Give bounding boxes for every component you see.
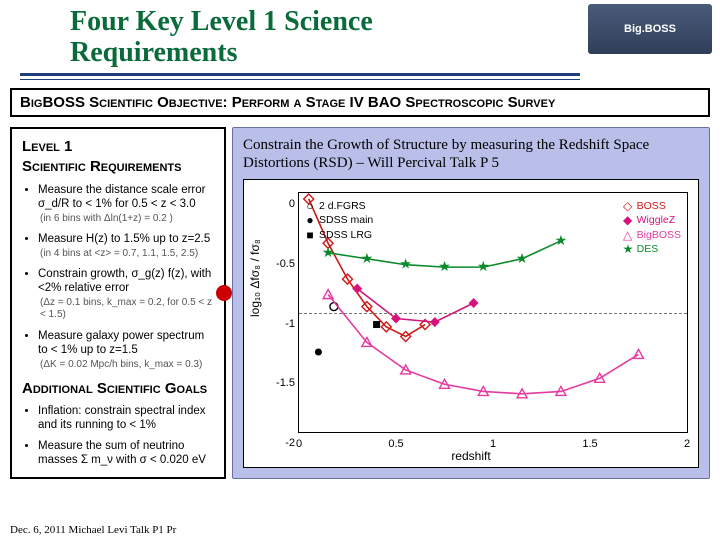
chart-xtick: 0 (287, 438, 311, 450)
section-heading-scireq: Scientific Requirements (22, 159, 214, 176)
svg-text:★: ★ (399, 256, 412, 272)
legend-item: ■SDSS LRG (305, 228, 373, 242)
legend-item: △BigBOSS (623, 228, 681, 242)
rsd-chart: log₁₀ Δfσ₈ / fσ₈ redshift ★ ★ ★ ★ ★ ★ ★ ○2 d.F… (243, 179, 699, 468)
legend-item: ●SDSS main (305, 213, 373, 227)
chart-xtick: 2 (675, 438, 699, 450)
chart-xtick: 1.5 (578, 438, 602, 450)
requirements-panel: Level 1 Scientific Requirements Measure … (10, 127, 226, 480)
chart-xtick: 1 (481, 438, 505, 450)
svg-text:★: ★ (516, 250, 529, 266)
goal-bullet: Inflation: constrain spectral index and … (38, 404, 214, 432)
chart-ytick: -1.5 (265, 377, 295, 389)
req-bullet: Constrain growth, σ_g(z) f(z), with <2% … (38, 267, 214, 321)
callout-panel: Constrain the Growth of Structure by mea… (232, 127, 710, 480)
slide-footer: Dec. 6, 2011 Michael Levi Talk P1 Pr (10, 524, 176, 536)
legend-item: ◆WiggleZ (623, 213, 681, 227)
legend-item: ○2 d.FGRS (305, 199, 373, 213)
svg-text:★: ★ (361, 250, 374, 266)
svg-text:★: ★ (477, 258, 490, 274)
title-rule (20, 73, 580, 76)
bigboss-logo: Big.BOSS (588, 4, 712, 54)
chart-xlabel: redshift (244, 449, 698, 463)
legend-item: ★DES (623, 242, 681, 256)
slide-title: Four Key Level 1 Science Requirements (10, 6, 430, 69)
chart-ytick: -1 (265, 318, 295, 330)
callout-text: Constrain the Growth of Structure by mea… (243, 136, 699, 174)
chart-ytick: 0 (265, 198, 295, 210)
svg-text:★: ★ (438, 258, 451, 274)
section-heading-additional: Additional Scientific Goals (22, 381, 214, 398)
chart-reference-line (299, 313, 687, 314)
chart-legend-right: ◇BOSS◆WiggleZ△BigBOSS★DES (623, 199, 681, 256)
chart-ylabel: log₁₀ Δfσ₈ / fσ₈ (248, 239, 262, 317)
chart-legend-left: ○2 d.FGRS●SDSS main■SDSS LRG (305, 199, 373, 242)
req-bullet: Measure the distance scale error σ_d/R t… (38, 183, 214, 225)
chart-ytick: -0.5 (265, 258, 295, 270)
goal-bullet: Measure the sum of neutrino masses Σ m_ν… (38, 439, 214, 467)
highlight-dot (216, 285, 232, 301)
svg-text:★: ★ (322, 244, 335, 260)
svg-text:★: ★ (555, 232, 568, 248)
req-bullet: Measure galaxy power spectrum to < 1% up… (38, 329, 214, 371)
section-heading-level1: Level 1 (22, 139, 214, 156)
chart-xtick: 0.5 (384, 438, 408, 450)
objective-bar: BigBOSS Scientific Objective: Perform a … (10, 88, 710, 117)
req-bullet: Measure H(z) to 1.5% up to z=2.5(in 4 bi… (38, 232, 214, 260)
title-rule-thin (20, 79, 580, 80)
legend-item: ◇BOSS (623, 199, 681, 213)
